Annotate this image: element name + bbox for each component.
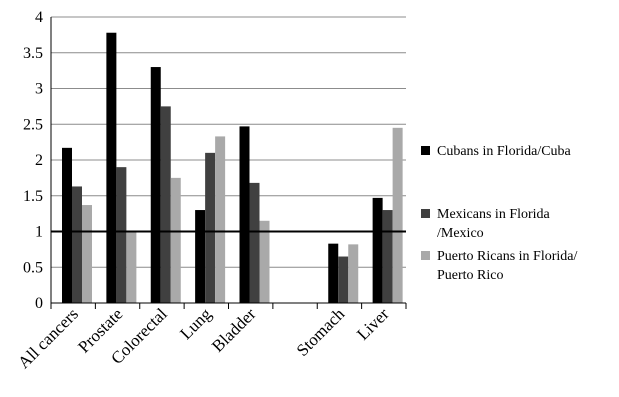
legend-label: Puerto Ricans in Florida/ bbox=[437, 249, 577, 264]
bar bbox=[348, 244, 359, 303]
bar bbox=[338, 256, 349, 303]
x-category-label: Liver bbox=[353, 304, 393, 344]
y-tick-label: 2 bbox=[35, 152, 43, 169]
y-tick-label: 0 bbox=[35, 295, 43, 312]
bar bbox=[392, 127, 403, 303]
y-tick-label: 1 bbox=[35, 224, 43, 241]
bar bbox=[72, 186, 82, 303]
legend-swatch bbox=[421, 146, 430, 155]
x-category-label: All cancers bbox=[14, 304, 82, 372]
bar bbox=[170, 177, 181, 303]
x-category-label: Stomach bbox=[293, 304, 349, 360]
bar bbox=[215, 136, 226, 303]
legend-swatch bbox=[421, 209, 430, 218]
bar bbox=[160, 106, 171, 303]
bars bbox=[62, 32, 403, 304]
y-tick-label: 3.5 bbox=[23, 45, 43, 62]
bar bbox=[205, 152, 216, 303]
axes bbox=[50, 17, 407, 309]
y-tick-label: 4 bbox=[35, 9, 43, 26]
legend: Cubans in Florida/Cuba Mexicans in Florid… bbox=[421, 144, 577, 283]
x-category-label: Bladder bbox=[208, 304, 260, 356]
y-tick-label: 1.5 bbox=[23, 188, 43, 205]
bar bbox=[150, 67, 161, 303]
bar bbox=[328, 243, 339, 303]
legend-swatch bbox=[421, 251, 430, 260]
y-tick-label: 3 bbox=[35, 81, 43, 98]
bar bbox=[82, 205, 92, 303]
bar bbox=[195, 210, 206, 303]
bar bbox=[126, 231, 137, 303]
y-tick-label: 0.5 bbox=[23, 259, 43, 276]
legend-label: Puerto Rico bbox=[437, 268, 504, 283]
legend-label: /Mexico bbox=[437, 226, 484, 241]
bar bbox=[382, 210, 393, 303]
bar bbox=[249, 182, 260, 303]
y-tick-label: 2.5 bbox=[23, 116, 43, 133]
bar bbox=[116, 167, 127, 303]
gridlines bbox=[51, 16, 406, 268]
bar bbox=[372, 197, 383, 303]
y-axis-tick-labels: 0 0.5 1 1.5 2 2.5 3 3.5 4 bbox=[23, 9, 43, 312]
legend-label: Mexicans in Florida bbox=[437, 207, 551, 222]
x-category-label: Lung bbox=[176, 304, 215, 343]
bar bbox=[259, 220, 270, 303]
legend-label: Cubans in Florida/Cuba bbox=[437, 144, 572, 159]
bar bbox=[106, 32, 117, 303]
bar bbox=[62, 147, 72, 303]
bar bbox=[239, 126, 250, 304]
